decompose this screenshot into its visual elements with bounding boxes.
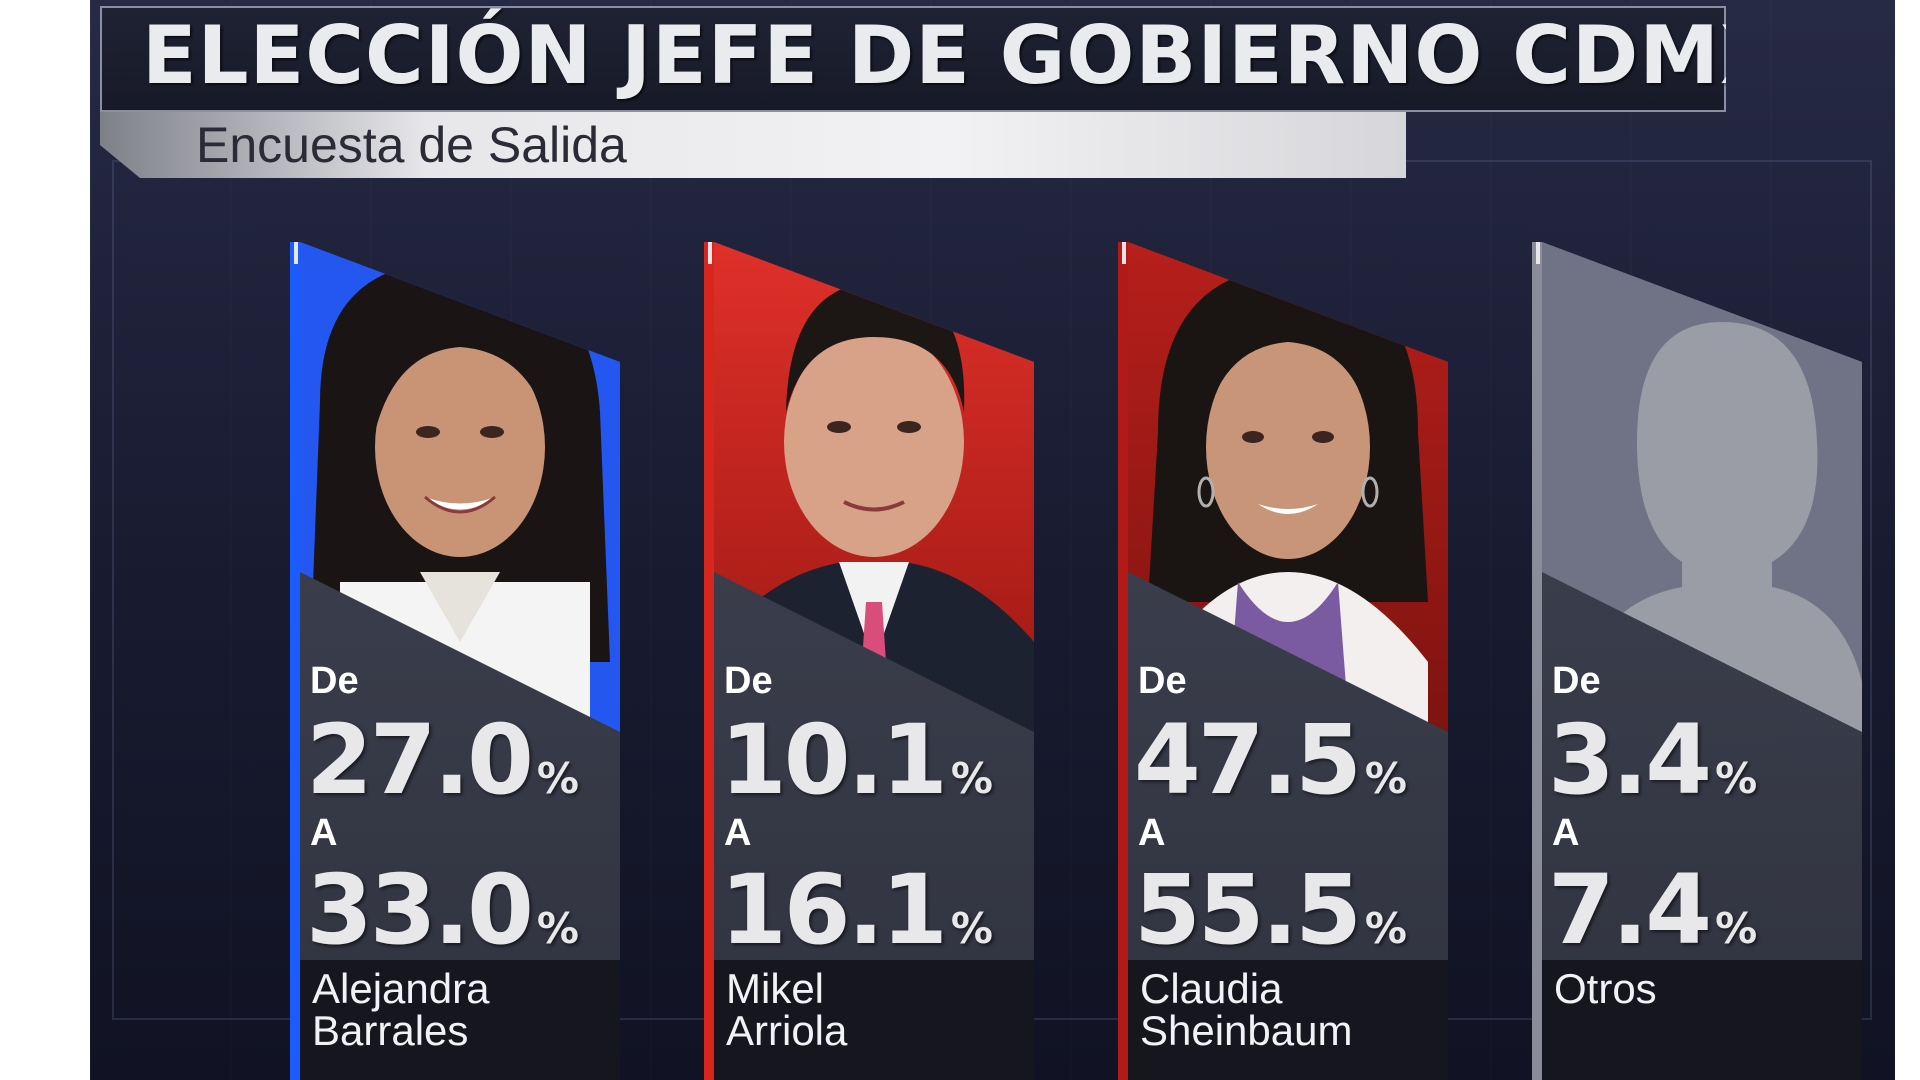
range-from-label: De [1552,660,1601,702]
name-plate: Otros [1542,960,1862,1080]
candidate-card-barrales: De 27.0% A 33.0% Alejandra Barrales [290,242,620,1080]
candidate-card-arriola: De 10.1% A 16.1% Mikel Arriola [704,242,1034,1080]
candidate-name: Mikel Arriola [726,965,848,1054]
range-to-label: A [1138,812,1166,854]
range-to-value: 16.1% [720,854,993,966]
party-color-stripe [1118,242,1128,1080]
range-from-value: 47.5% [1134,704,1407,816]
name-plate: Alejandra Barrales [300,960,620,1080]
range-from-value: 3.4% [1548,704,1758,816]
range-to-value: 55.5% [1134,854,1407,966]
card-tick [1122,242,1126,264]
page-subtitle: Encuesta de Salida [196,117,627,173]
range-to-label: A [310,812,338,854]
page-title: ELECCIÓN JEFE DE GOBIERNO CDMX [142,9,1783,102]
range-from-label: De [724,660,773,702]
card-tick [294,242,298,264]
party-color-stripe [290,242,300,1080]
card-tick [708,242,712,264]
candidate-name: Otros [1554,965,1657,1012]
candidate-card-sheinbaum: De 47.5% A 55.5% Claudia Sheinbaum [1118,242,1448,1080]
subtitle-bar: Encuesta de Salida [100,112,1406,178]
title-bar: ELECCIÓN JEFE DE GOBIERNO CDMX [100,6,1726,112]
broadcast-graphic: ELECCIÓN JEFE DE GOBIERNO CDMX Encuesta … [90,0,1895,1080]
range-to-label: A [1552,812,1580,854]
range-from-value: 27.0% [306,704,579,816]
range-to-label: A [724,812,752,854]
card-tick [1536,242,1540,264]
party-color-stripe [704,242,714,1080]
range-to-value: 33.0% [306,854,579,966]
name-plate: Claudia Sheinbaum [1128,960,1448,1080]
range-to-value: 7.4% [1548,854,1758,966]
range-from-value: 10.1% [720,704,993,816]
name-plate: Mikel Arriola [714,960,1034,1080]
candidate-name: Claudia Sheinbaum [1140,965,1353,1054]
range-from-label: De [1138,660,1187,702]
candidate-name: Alejandra Barrales [312,965,490,1054]
party-color-stripe [1532,242,1542,1080]
candidate-card-otros: De 3.4% A 7.4% Otros [1532,242,1862,1080]
range-from-label: De [310,660,359,702]
